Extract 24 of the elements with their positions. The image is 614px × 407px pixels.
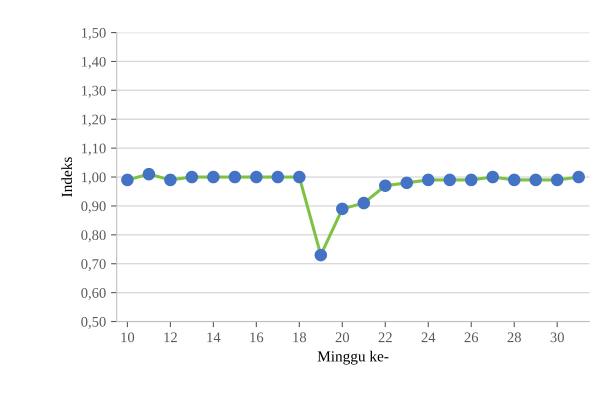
y-tick-label: 1,00 xyxy=(82,172,106,184)
x-tick-label: 22 xyxy=(378,332,392,342)
y-tick-label: 0,90 xyxy=(81,201,106,214)
x-tick-label: 12 xyxy=(164,332,177,342)
x-tick-label: 10 xyxy=(121,332,134,342)
y-tick-label: 0,50 xyxy=(81,316,106,329)
x-tick-label: 28 xyxy=(508,332,521,342)
x-tick-label: 24 xyxy=(422,332,436,342)
x-tick-label: 14 xyxy=(207,332,220,342)
y-tick-label: 0,70 xyxy=(81,259,106,272)
y-axis-title: Indeks xyxy=(61,157,72,197)
x-tick-label: 16 xyxy=(250,332,264,342)
y-tick-label: 0,80 xyxy=(81,230,106,242)
y-tick-label: 1,30 xyxy=(82,86,106,98)
y-tick-label: 0,60 xyxy=(81,288,106,300)
x-tick-label: 20 xyxy=(336,332,350,342)
x-tick-label: 30 xyxy=(550,332,564,342)
y-tick-label: 1,10 xyxy=(82,144,106,156)
y-tick-label: 1,20 xyxy=(82,114,106,127)
y-tick-label: 1,40 xyxy=(82,56,106,69)
y-tick-label: 1,50 xyxy=(82,28,106,40)
x-tick-label: 18 xyxy=(293,332,306,342)
x-tick-label: 26 xyxy=(464,332,478,342)
x-axis-title: Minggu ke- xyxy=(318,350,388,365)
